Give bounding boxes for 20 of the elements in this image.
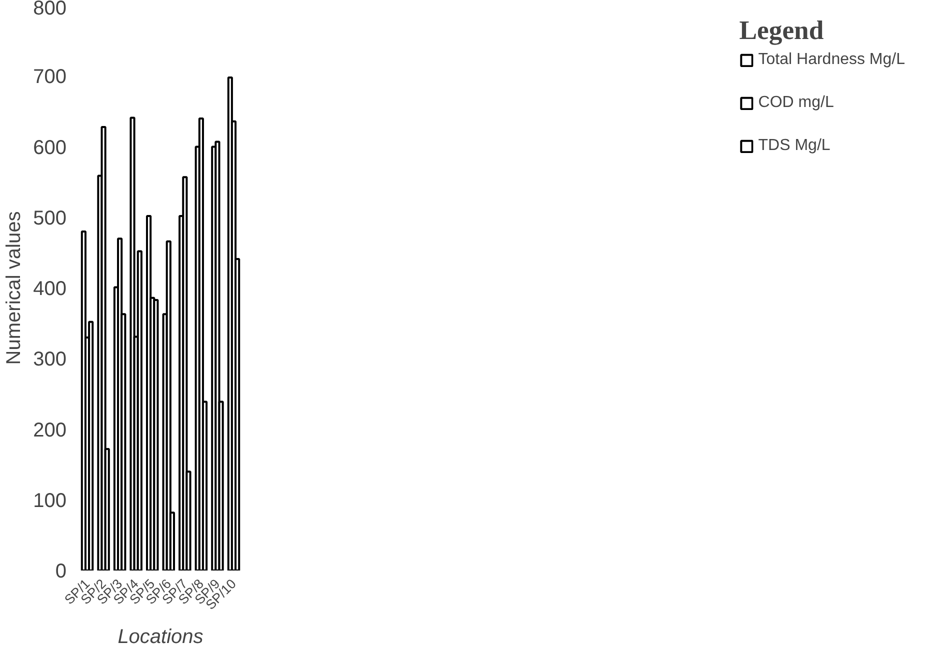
y-tick-label: 200 <box>33 419 67 442</box>
y-tick-label: 0 <box>55 560 66 582</box>
legend-label: TDS Mg/L <box>758 137 830 155</box>
y-tick-label: 700 <box>33 66 67 88</box>
y-tick-label: 400 <box>33 278 67 300</box>
x-axis-title: Locations <box>118 626 204 648</box>
y-tick-label: 600 <box>33 136 67 159</box>
legend-label: Total Hardness Mg/L <box>758 51 905 69</box>
legend-title: Legend <box>739 15 825 46</box>
y-tick-label: 500 <box>33 207 67 230</box>
legend-label: COD mg/L <box>758 94 834 112</box>
y-tick-label: 300 <box>33 348 67 371</box>
y-tick-label: 800 <box>33 0 67 20</box>
bar <box>182 176 188 570</box>
bar <box>100 126 106 570</box>
y-tick-label: 100 <box>33 490 67 512</box>
bar <box>166 240 172 570</box>
bar <box>153 299 159 570</box>
bar <box>214 140 220 570</box>
y-axis-title: Numerical values <box>3 211 26 365</box>
